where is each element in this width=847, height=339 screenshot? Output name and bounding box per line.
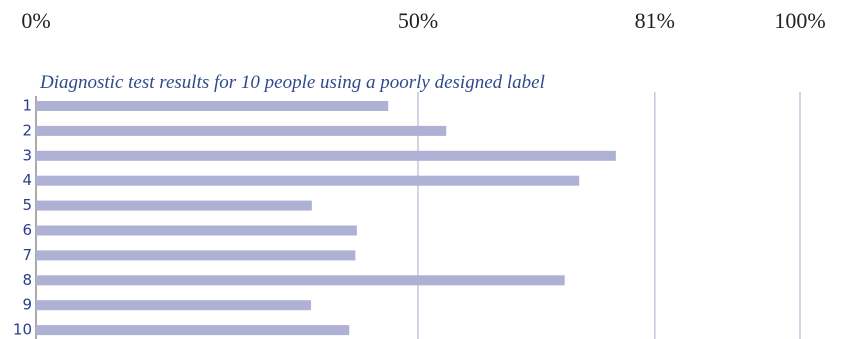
x-tick-label: 100% [774,8,825,33]
y-tick-label: 9 [22,296,32,314]
bar [36,325,350,336]
x-tick-label: 50% [398,8,438,33]
y-tick-label: 1 [22,97,32,115]
bar [36,225,357,236]
bar [36,275,565,286]
x-tick-label: 81% [635,8,675,33]
y-tick-label: 5 [22,196,32,214]
x-tick-label: 0% [21,8,50,33]
bar [36,200,312,211]
bar [36,300,312,311]
y-tick-label: 10 [13,321,32,339]
chart-title: Diagnostic test results for 10 people us… [39,72,545,93]
y-tick-label: 6 [22,221,32,239]
bar [36,250,356,261]
y-tick-label: 3 [22,146,32,164]
bar [36,125,447,136]
bar [36,150,616,161]
bar [36,101,389,111]
y-tick-label: 8 [22,271,32,289]
y-tick-label: 4 [22,171,32,189]
bar [36,175,580,186]
y-tick-label: 2 [22,121,32,139]
y-tick-label: 7 [22,246,32,264]
